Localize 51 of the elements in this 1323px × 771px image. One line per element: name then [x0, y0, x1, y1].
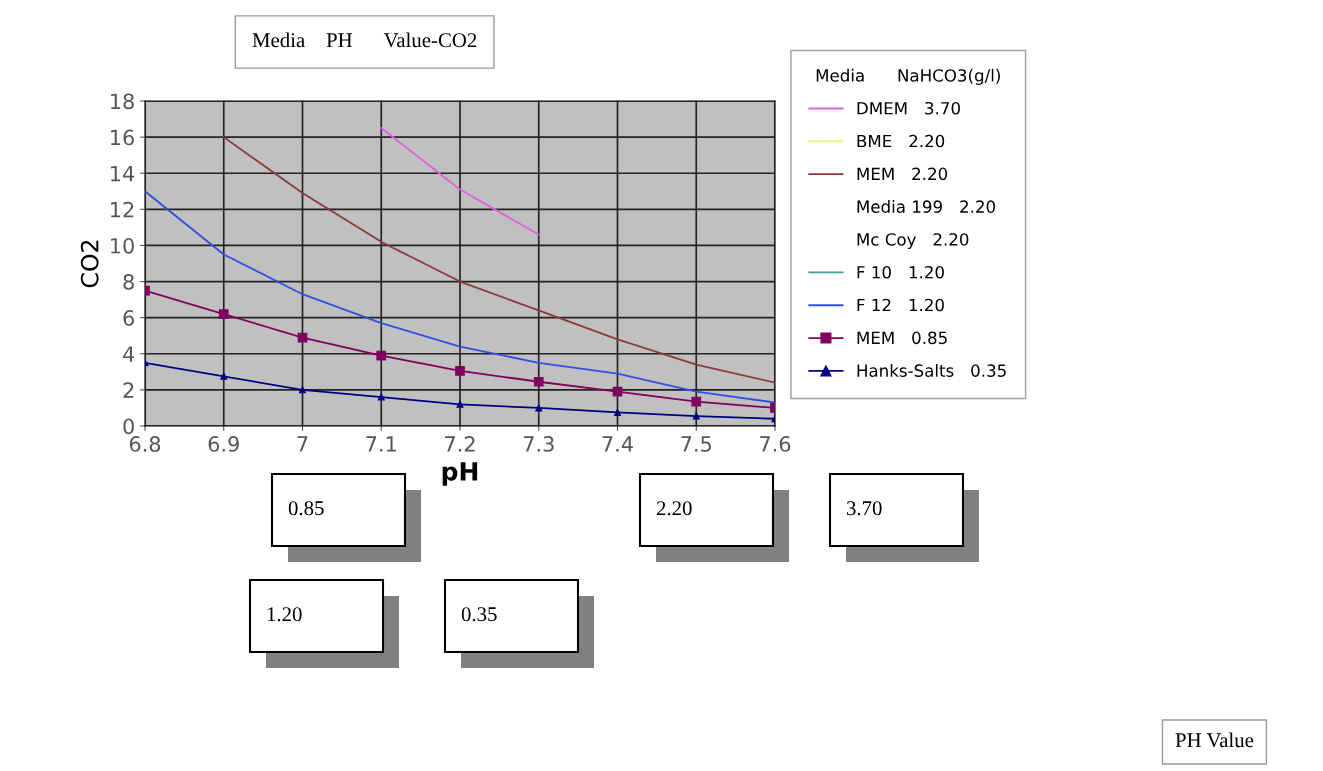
x-tick-label: 7.6	[760, 436, 791, 452]
chart-title: Media PH Value-CO2	[252, 32, 477, 48]
y-tick-label: 6	[123, 310, 134, 326]
point	[455, 366, 465, 376]
y-tick-label: 10	[111, 237, 134, 254]
legend-label: MEM 2.20	[857, 167, 948, 181]
legend-title: Media NaHCO3(g/l)	[816, 68, 1000, 85]
text: Media 199 2.20	[857, 200, 995, 213]
text: 0.85	[288, 501, 324, 516]
point	[535, 404, 543, 412]
y-tick-label: 12	[111, 201, 134, 218]
point	[691, 396, 702, 407]
y-axis-title: CO2	[80, 240, 99, 288]
x-axis-title: pH	[442, 462, 478, 486]
y-tick-label: 8	[123, 274, 134, 290]
legend-label: MEM 0.85	[857, 331, 947, 345]
x-tick-label: 7.2	[445, 436, 475, 452]
y-tick-label: 16	[111, 129, 134, 146]
text: 1.20	[267, 607, 302, 622]
legend-label: F 12 1.20	[857, 298, 944, 312]
x-tick-label: 6.9	[208, 436, 239, 452]
y-tick-label: 14	[111, 165, 135, 182]
line-series	[222, 136, 775, 384]
point	[612, 386, 623, 397]
x-tick-label: 7.4	[602, 436, 633, 452]
y-tick-label: 0	[123, 418, 134, 435]
point	[692, 412, 700, 420]
legend-label: DMEM 3.70	[857, 101, 960, 115]
legend-label: BME 2.20	[857, 134, 945, 148]
text: 3.70	[847, 501, 882, 516]
x-tick-label: 7.1	[366, 436, 396, 452]
point	[614, 408, 621, 416]
x-tick-label: 7.3	[523, 436, 554, 452]
y-tick-label: 18	[111, 93, 134, 110]
legend-label: F 10 1.20	[857, 265, 944, 279]
y-tick-label: 4	[123, 346, 135, 362]
legend-label: Hanks-Salts 0.35	[857, 364, 1006, 377]
point	[533, 376, 544, 387]
text: Mc Coy 2.20	[857, 233, 969, 249]
text: PH Value	[1175, 732, 1254, 748]
point	[220, 372, 228, 380]
point	[376, 350, 387, 361]
point	[456, 400, 464, 408]
text: 2.20	[656, 501, 692, 516]
x-tick-label: 6.8	[129, 436, 161, 452]
point	[218, 309, 229, 319]
point	[377, 393, 385, 401]
text: 0.35	[461, 607, 497, 622]
x-tick-label: 7	[297, 436, 308, 452]
x-tick-label: 7.5	[681, 436, 711, 452]
y-tick-label: 2	[123, 382, 134, 398]
